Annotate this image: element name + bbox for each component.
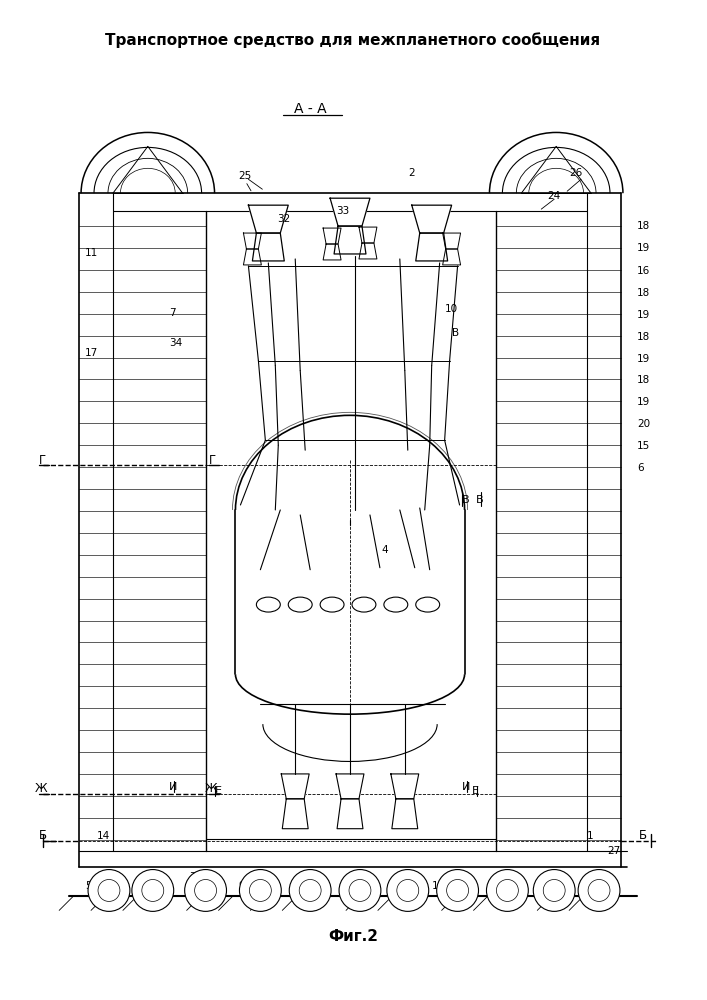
Text: Б: Б — [40, 829, 47, 842]
Circle shape — [437, 870, 479, 911]
Text: 19: 19 — [637, 397, 650, 407]
Text: B: B — [452, 328, 459, 338]
Polygon shape — [334, 226, 366, 254]
Text: Г: Г — [209, 454, 216, 467]
Polygon shape — [443, 233, 460, 249]
Text: 9: 9 — [238, 881, 245, 891]
Text: 19: 19 — [637, 310, 650, 320]
Text: В: В — [462, 495, 469, 505]
Text: 17: 17 — [85, 348, 98, 358]
Circle shape — [397, 880, 419, 901]
Text: Фиг.2: Фиг.2 — [328, 929, 378, 944]
Polygon shape — [411, 205, 452, 233]
Polygon shape — [391, 774, 419, 799]
Text: В: В — [476, 495, 483, 505]
Circle shape — [132, 870, 174, 911]
Circle shape — [142, 880, 164, 901]
Text: 1: 1 — [587, 831, 594, 841]
Text: 7: 7 — [169, 308, 175, 318]
Text: Б: Б — [639, 829, 647, 842]
Circle shape — [543, 880, 565, 901]
Circle shape — [349, 880, 371, 901]
Polygon shape — [252, 233, 284, 261]
Text: 10: 10 — [445, 304, 457, 314]
Text: 27: 27 — [607, 846, 620, 856]
Circle shape — [387, 870, 428, 911]
Text: 18: 18 — [637, 288, 650, 298]
Text: 7: 7 — [189, 872, 195, 882]
Text: 19: 19 — [637, 243, 650, 253]
Polygon shape — [248, 205, 288, 233]
Text: 18: 18 — [637, 332, 650, 342]
Text: 8: 8 — [302, 881, 309, 891]
Text: 33: 33 — [336, 206, 349, 216]
Circle shape — [588, 880, 610, 901]
Circle shape — [194, 880, 216, 901]
Polygon shape — [330, 198, 370, 226]
Text: Е: Е — [472, 786, 479, 796]
Polygon shape — [392, 799, 418, 829]
Text: 19: 19 — [637, 354, 650, 364]
Text: 24: 24 — [547, 191, 561, 201]
Text: Ж: Ж — [35, 782, 48, 795]
Polygon shape — [359, 243, 377, 259]
Text: 4: 4 — [382, 545, 389, 555]
Text: А - А: А - А — [294, 102, 327, 116]
Circle shape — [486, 870, 528, 911]
Text: 14: 14 — [97, 831, 110, 841]
Circle shape — [496, 880, 518, 901]
Circle shape — [533, 870, 575, 911]
Polygon shape — [359, 227, 377, 243]
Text: 15: 15 — [637, 441, 650, 451]
Text: 16: 16 — [637, 266, 650, 276]
Polygon shape — [243, 233, 262, 249]
Text: Г: Г — [40, 454, 47, 467]
Text: 6: 6 — [637, 463, 643, 473]
Polygon shape — [243, 249, 262, 265]
Text: И: И — [462, 782, 470, 792]
Text: 18: 18 — [637, 375, 650, 385]
Polygon shape — [416, 233, 448, 261]
Text: 34: 34 — [169, 338, 182, 348]
Polygon shape — [282, 799, 308, 829]
Text: 25: 25 — [238, 171, 252, 181]
Polygon shape — [323, 228, 341, 244]
Text: 11: 11 — [85, 248, 98, 258]
Circle shape — [299, 880, 321, 901]
Polygon shape — [336, 774, 364, 799]
Circle shape — [447, 880, 469, 901]
Circle shape — [240, 870, 281, 911]
Text: Ж: Ж — [204, 782, 217, 795]
Text: 10: 10 — [432, 881, 445, 891]
Circle shape — [98, 880, 120, 901]
Circle shape — [339, 870, 381, 911]
Text: Е: Е — [214, 786, 221, 796]
Text: 20: 20 — [637, 419, 650, 429]
Circle shape — [250, 880, 271, 901]
Text: И: И — [169, 782, 177, 792]
Text: 32: 32 — [277, 214, 291, 224]
Circle shape — [88, 870, 130, 911]
Circle shape — [185, 870, 226, 911]
Circle shape — [289, 870, 331, 911]
Text: 5: 5 — [85, 881, 92, 891]
Polygon shape — [323, 244, 341, 260]
Polygon shape — [337, 799, 363, 829]
Circle shape — [578, 870, 620, 911]
Polygon shape — [443, 249, 460, 265]
Text: 18: 18 — [637, 221, 650, 231]
Text: 26: 26 — [569, 168, 583, 178]
Polygon shape — [281, 774, 309, 799]
Text: Транспортное средство для межпланетного сообщения: Транспортное средство для межпланетного … — [105, 32, 600, 48]
Text: 2: 2 — [408, 168, 414, 178]
